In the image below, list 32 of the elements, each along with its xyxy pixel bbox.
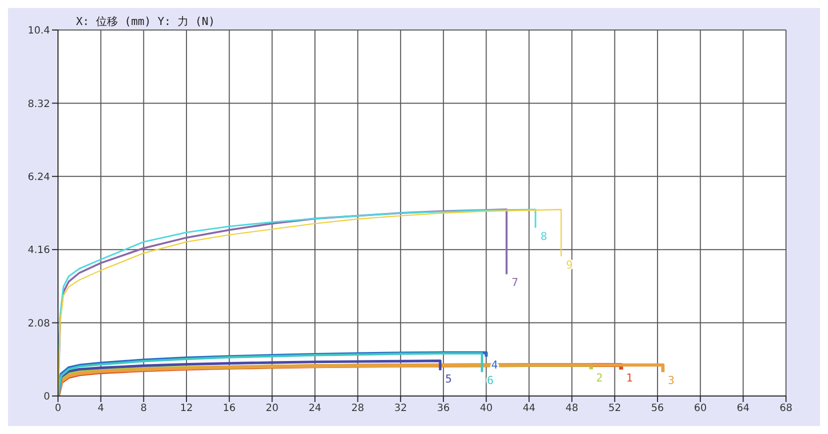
- y-tick-label: 4.16: [28, 245, 50, 256]
- x-tick-label: 56: [651, 403, 664, 414]
- series-label: 2: [596, 371, 603, 384]
- series-label: 3: [668, 374, 675, 388]
- y-tick-label: 6.24: [28, 172, 50, 183]
- x-tick-label: 48: [566, 403, 578, 414]
- x-tick-label: 28: [351, 403, 364, 414]
- x-tick-label: 36: [437, 403, 450, 414]
- series-label: 8: [540, 230, 548, 243]
- series-label: 1: [626, 372, 633, 385]
- x-tick-label: 20: [266, 403, 278, 414]
- chart-title: X: 位移 (mm) Y: 力 (N): [76, 14, 215, 29]
- x-tick-label: 16: [222, 403, 236, 414]
- x-tick-label: 40: [480, 403, 493, 414]
- series-label: 7: [512, 276, 518, 290]
- x-tick-label: 64: [736, 403, 750, 414]
- x-tick-label: 24: [308, 403, 322, 414]
- series-label: 5: [445, 372, 452, 386]
- y-tick-label: 10.4: [28, 26, 50, 37]
- x-tick-label: 0: [54, 403, 62, 414]
- y-tick-label: 2.08: [28, 318, 50, 330]
- x-tick-label: 68: [780, 403, 792, 414]
- x-tick-label: 52: [608, 403, 622, 414]
- series-label: 6: [486, 374, 494, 388]
- x-tick-label: 44: [522, 403, 536, 414]
- y-tick-label: 8.32: [28, 98, 50, 110]
- x-tick-label: 60: [694, 403, 707, 414]
- x-tick-label: 4: [98, 403, 104, 414]
- x-tick-label: 12: [180, 403, 193, 414]
- x-tick-label: 8: [140, 403, 147, 414]
- y-tick-label: 0: [44, 392, 50, 403]
- x-tick-label: 32: [394, 403, 407, 414]
